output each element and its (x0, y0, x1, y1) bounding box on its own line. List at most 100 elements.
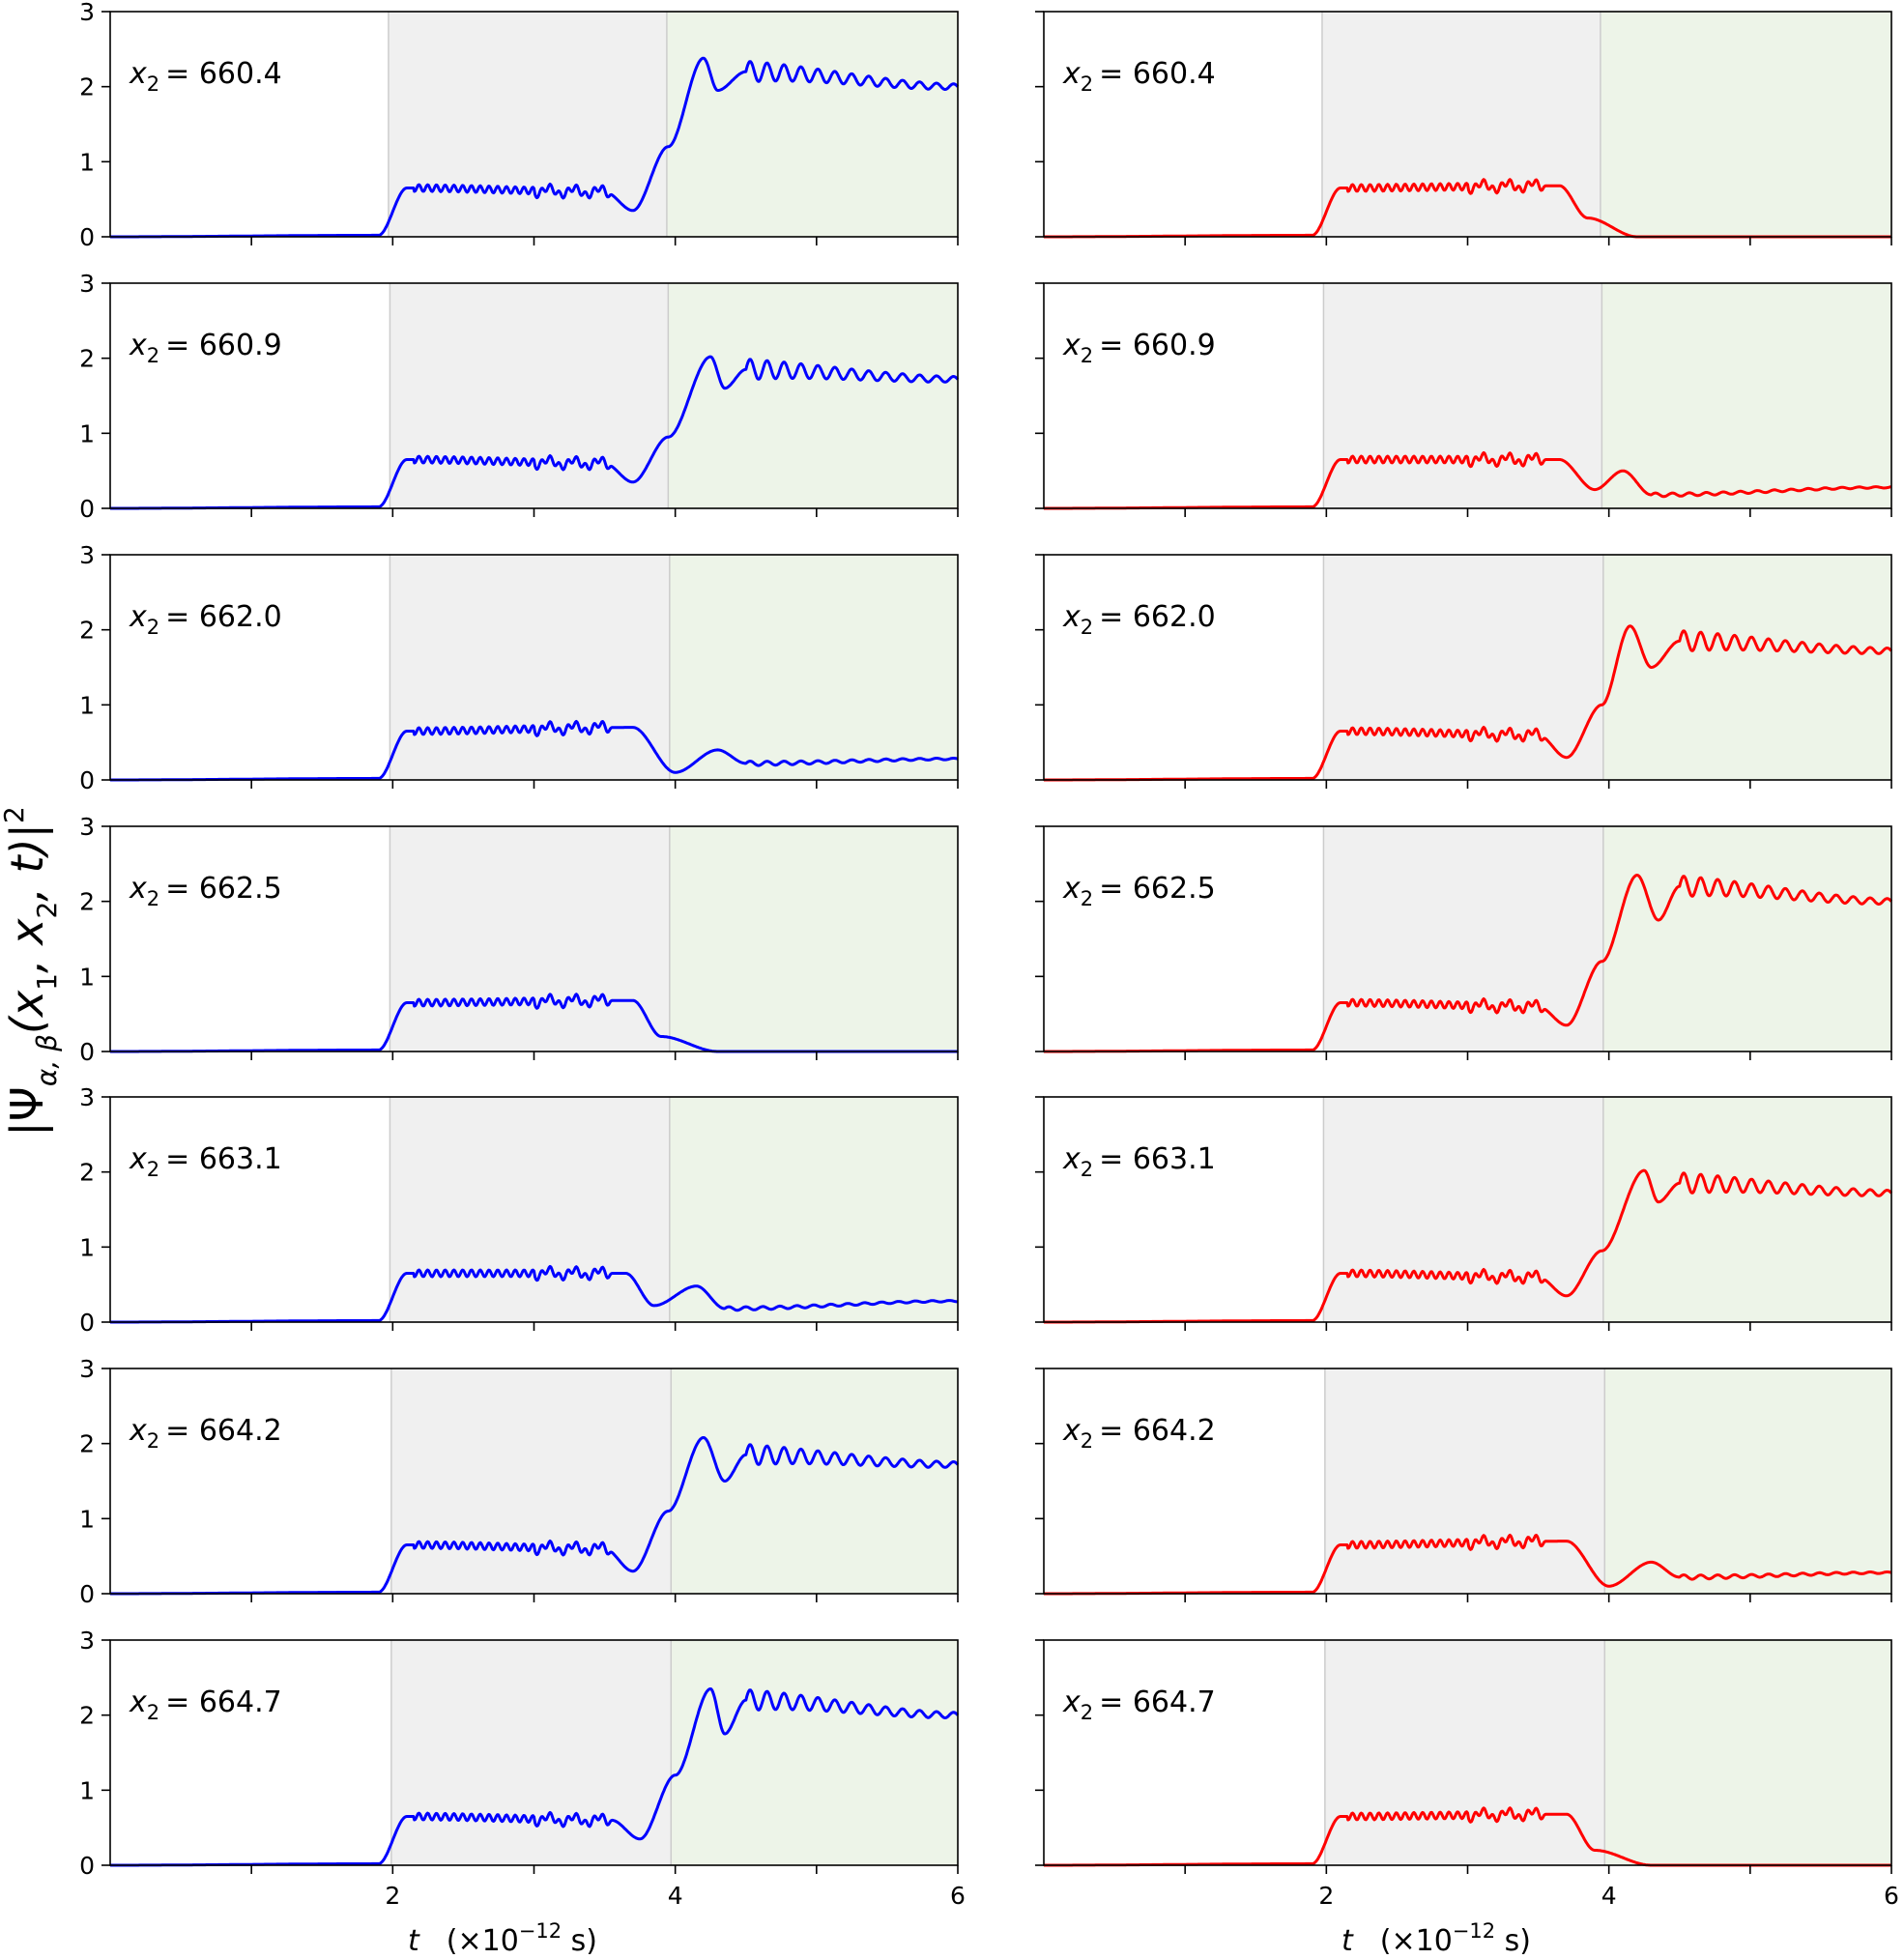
panel-label-sub: 2 (147, 72, 159, 96)
panel-label-var: x (1062, 1685, 1081, 1719)
shaded-region-2 (1600, 12, 1891, 237)
xlabel-open: (×10 (447, 1924, 519, 1958)
panel-right-7: 2 4 6x2 = 664.7 (1035, 1639, 1899, 1910)
ylabel-sup: 2 (0, 806, 30, 823)
panel-label: x2 = 664.7 (1062, 1685, 1216, 1724)
panel-label-sub: 2 (147, 1429, 159, 1453)
y-tick-label: 2 (79, 345, 95, 373)
panel-label-var: x (129, 1142, 147, 1176)
panel-label-value: = 662.5 (165, 872, 282, 906)
panel-label-value: = 663.1 (165, 1142, 282, 1176)
panel-label: x2 = 662.5 (1062, 872, 1216, 910)
shaded-region-1 (1323, 1097, 1603, 1322)
panel-right-5: x2 = 663.1 (1035, 1096, 1893, 1331)
x-tick-label: 4 (668, 1882, 683, 1910)
y-tick-label: 3 (79, 813, 95, 841)
xlabel-exp: −12 (519, 1919, 562, 1943)
panel-right-1: x2 = 660.4 (1035, 11, 1892, 245)
panel-label-var: x (129, 872, 147, 906)
panel-label-var: x (1062, 1414, 1081, 1448)
y-tick-label: 1 (79, 1776, 95, 1804)
x-axis-title-left: t (×10−12 s) (408, 1919, 597, 1958)
panel-label: x2 = 660.9 (1062, 329, 1216, 367)
x-tick-label: 6 (950, 1882, 966, 1910)
panel-label-sub: 2 (147, 1701, 159, 1724)
panel-label-value: = 664.2 (1099, 1414, 1216, 1448)
panel-label-var: x (129, 57, 147, 91)
y-tick-label: 3 (79, 1627, 95, 1655)
panel-label-value: = 660.9 (1099, 329, 1216, 362)
y-tick-label: 1 (79, 1505, 95, 1533)
series-line-red (1043, 874, 1893, 1053)
y-tick-label: 2 (79, 73, 95, 101)
series-line-blue (109, 1264, 959, 1324)
x-tick-label: 6 (1884, 1882, 1899, 1910)
panel-label-sub: 2 (147, 344, 159, 367)
panel-label-sub: 2 (1081, 1701, 1093, 1724)
series-line-red (1043, 1168, 1893, 1324)
shaded-region-1 (1321, 12, 1601, 237)
y-tick-label: 1 (79, 419, 95, 447)
y-tick-label: 0 (79, 1580, 95, 1608)
panel-label: x2 = 663.1 (129, 1142, 282, 1181)
y-tick-label: 0 (79, 766, 95, 794)
panel-right-6: x2 = 664.2 (1035, 1368, 1892, 1602)
x-tick-label: 2 (1318, 1882, 1334, 1910)
panel-label-sub: 2 (1081, 616, 1093, 639)
y-tick-label: 3 (79, 1083, 95, 1111)
panel-label-sub: 2 (147, 1158, 159, 1181)
panel-label: x2 = 660.4 (129, 57, 282, 96)
y-tick-label: 1 (79, 691, 95, 719)
y-tick-label: 3 (79, 270, 95, 298)
panel-label-var: x (1062, 329, 1081, 362)
y-tick-label: 3 (79, 0, 95, 26)
panel-label-value: = 664.2 (165, 1414, 282, 1448)
xlabel-var: t (1341, 1924, 1354, 1958)
shaded-region-2 (669, 555, 958, 780)
ylabel-sub1: 1 (31, 973, 63, 991)
shaded-region-2 (1601, 283, 1891, 508)
shaded-region-1 (390, 1368, 672, 1594)
panel-label: x2 = 662.0 (129, 600, 282, 639)
panel-label-var: x (129, 600, 147, 634)
shaded-region-2 (1604, 1368, 1891, 1594)
panel-label: x2 = 664.2 (1062, 1414, 1216, 1453)
xlabel-close: s) (562, 1924, 597, 1958)
shaded-region-1 (1323, 283, 1602, 508)
y-tick-label: 2 (79, 1159, 95, 1187)
shaded-region-1 (389, 826, 670, 1052)
panel-label: x2 = 664.7 (129, 1685, 282, 1724)
xlabel-var: t (408, 1924, 420, 1958)
ylabel-end: , t)| (1, 823, 54, 902)
y-axis-title: |Ψα, β(x1, x2, t)|2 (0, 806, 63, 1137)
panel-right-4: x2 = 662.5 (1035, 825, 1893, 1060)
panel-label-var: x (1062, 1142, 1081, 1176)
shaded-region-2 (1602, 826, 1891, 1052)
xlabel-open: (×10 (1380, 1924, 1453, 1958)
y-tick-label: 2 (79, 1702, 95, 1730)
panel-label-var: x (1062, 872, 1081, 906)
shaded-region-1 (1324, 1640, 1605, 1865)
panel-label-var: x (1062, 600, 1081, 634)
shaded-region-1 (389, 1097, 670, 1322)
y-tick-label: 3 (79, 541, 95, 569)
panel-label-value: = 660.4 (1099, 57, 1216, 91)
y-tick-label: 2 (79, 1430, 95, 1458)
xlabel-exp: −12 (1453, 1919, 1495, 1943)
panel-label-sub: 2 (1081, 887, 1093, 910)
y-tick-label: 2 (79, 888, 95, 916)
shaded-region-2 (671, 1368, 958, 1594)
y-tick-label: 0 (79, 1852, 95, 1880)
panel-label-value: = 660.4 (165, 57, 282, 91)
series-line-blue (109, 1436, 960, 1596)
panel-label-value: = 662.0 (165, 600, 282, 634)
shaded-region-2 (669, 826, 958, 1052)
shaded-region-1 (389, 283, 669, 508)
panel-label-value: = 662.0 (1099, 600, 1216, 634)
xlabel-close: s) (1495, 1924, 1531, 1958)
